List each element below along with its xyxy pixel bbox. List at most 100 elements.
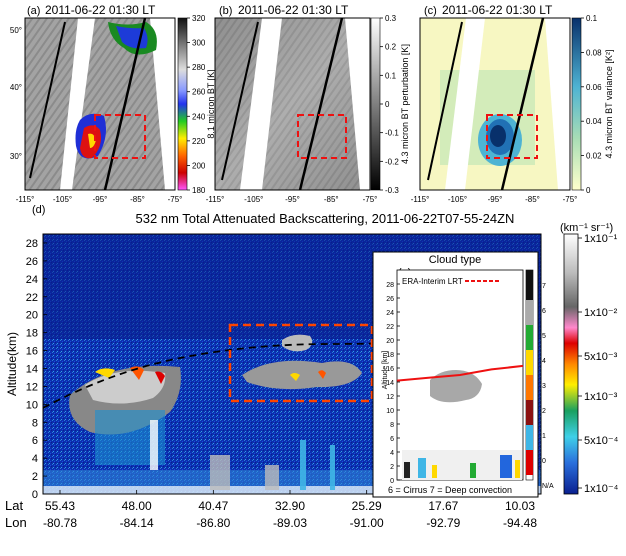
cbar-tick-label: 260 xyxy=(192,88,206,97)
no-data-edge xyxy=(345,18,370,190)
lon-tick-label: -92.79 xyxy=(426,516,460,530)
cbar-tick-label: 220 xyxy=(192,137,206,146)
panel-a-colorbar xyxy=(177,17,188,191)
lon-tick-label: -75° xyxy=(363,195,378,204)
cbar-tick-label: -0.2 xyxy=(385,157,399,166)
orbit-track xyxy=(427,21,463,181)
cbar-tick-label: 0.08 xyxy=(586,48,602,57)
panel-c-colorbar xyxy=(571,17,582,191)
inset-y-tick-label: 12 xyxy=(386,394,394,401)
panel-b-label: (b) xyxy=(219,5,232,17)
lon-tick-label: -95° xyxy=(93,195,108,204)
inset-y-tick-label: 0 xyxy=(390,478,394,485)
lon-tick-label: -115° xyxy=(16,195,35,204)
cbar-tick-label: 200 xyxy=(192,161,206,170)
orbit-track xyxy=(221,21,259,181)
curtain-y-tick-label: 24 xyxy=(26,274,38,286)
inset-y-tick-label: 22 xyxy=(386,324,394,331)
panel-a: (a) 2011-06-22 01:30 LT 320 300 280 260 240 2… xyxy=(24,3,216,195)
curtain-y-tick-label: 18 xyxy=(26,328,38,340)
panel-b-colorbar xyxy=(370,17,381,191)
region-box xyxy=(94,114,146,159)
panel-b: (b) 2011-06-22 01:30 LT 0.3 0.2 0.1 0 -0.1 -0… xyxy=(214,3,410,195)
curtain-y-tick-label: 8 xyxy=(32,417,38,429)
lon-tick-label: -85° xyxy=(525,195,540,204)
inset-cbar-tick-label: 0 xyxy=(542,458,546,465)
inset-y-tick-label: 10 xyxy=(386,408,394,415)
lon-tick-label: -85° xyxy=(130,195,145,204)
panel-d-label: (d) xyxy=(32,204,45,216)
era-interim-lrt-line xyxy=(396,364,524,382)
no-data-edge xyxy=(150,18,175,190)
inset-title: Cloud type xyxy=(429,254,482,266)
no-data-edge xyxy=(545,18,570,190)
swath-gap xyxy=(445,18,485,190)
inset-y-tick-label: 4 xyxy=(390,450,394,457)
lat-tick-label: 32.90 xyxy=(275,499,305,513)
inset-y-tick-label: 2 xyxy=(390,464,394,471)
inset-cbar-tick-label: 2 xyxy=(542,408,546,415)
panel-b-cbar-ticks: 0.3 0.2 0.1 0 -0.1 -0.2 -0.3 xyxy=(380,14,399,195)
panel-c: (c) 2011-06-22 01:30 LT 0.10.080.060.040… xyxy=(419,3,614,195)
deep-convection-cloud xyxy=(69,365,181,470)
lat-tick-label: 40° xyxy=(10,83,22,92)
inset-cbar-tick-label: 1 xyxy=(542,433,546,440)
curtain-y-tick-label: 16 xyxy=(26,346,38,358)
panel-a-cbar-ticks: 320 300 280 260 240 220 200 180 xyxy=(187,14,206,195)
lat-tick-label: 17.67 xyxy=(428,499,458,513)
curtain-x-axis: 55.43 -80.78 48.00 -84.14 40.47 -86.80 32.90 -8… xyxy=(43,490,537,530)
swath-gap xyxy=(240,18,282,190)
inset-y-tick-label: 8 xyxy=(390,422,394,429)
panel-c-cbar-ticks: 0.1 0.08 0.06 0.04 0.02 0 xyxy=(581,14,602,195)
cbar-tick-label: 180 xyxy=(192,186,206,195)
right-cbar-tick-label: 1x10⁻² xyxy=(584,307,618,319)
region-box xyxy=(228,323,374,403)
cbar-tick-label: -0.1 xyxy=(385,129,399,138)
cirrus-patch xyxy=(430,370,482,403)
inset-y-tick-label: 20 xyxy=(386,338,394,345)
right-colorbar-ticks: 1x10⁻¹ 1x10⁻² 5x10⁻³ 1x10⁻³ 5x10⁻⁴ 1x10⁻⁴ xyxy=(578,233,619,495)
calipso-track xyxy=(500,17,545,191)
lat-tick-label: 48.00 xyxy=(122,499,152,513)
inset-y-tick-label: 26 xyxy=(386,296,394,303)
panel-c-time: 2011-06-22 01:30 LT xyxy=(442,3,553,17)
right-cbar-tick-label: 1x10⁻⁴ xyxy=(584,483,619,495)
cirrus-anvil xyxy=(242,334,362,390)
curtain-y-tick-label: 6 xyxy=(32,435,38,447)
curtain-y-tick-label: 28 xyxy=(26,238,38,250)
inset-ylabel: Altitude [km] xyxy=(382,351,389,390)
lon-tick-label: -91.00 xyxy=(350,516,384,530)
cbar-tick-label: 280 xyxy=(192,63,206,72)
curtain-y-tick-label: 20 xyxy=(26,310,38,322)
lat-tick-label: 40.47 xyxy=(198,499,228,513)
lon-tick-label: -105° xyxy=(244,195,263,204)
map-axes: 50° 40° 30° -115° -105° -95° -85° -75° -115° -105… xyxy=(10,26,577,204)
curtain-y-tick-label: 12 xyxy=(26,381,38,393)
inset-cbar-tick-label: N/A xyxy=(542,483,554,490)
inset-cbar-tick-label: 7 xyxy=(542,283,546,290)
lon-tick-label: -80.78 xyxy=(43,516,77,530)
cbar-tick-label: 0.06 xyxy=(586,83,602,92)
cbar-tick-label: 240 xyxy=(192,112,206,121)
inset-footnote: 6 = Cirrus 7 = Deep convection xyxy=(388,485,512,495)
cbar-tick-label: 0.2 xyxy=(385,43,397,52)
curtain-y-tick-label: 10 xyxy=(26,399,38,411)
right-cbar-tick-label: 1x10⁻¹ xyxy=(584,233,618,245)
lon-tick-label: -95° xyxy=(285,195,300,204)
inset-y-tick-label: 18 xyxy=(386,352,394,359)
right-cbar-tick-label: 1x10⁻³ xyxy=(584,391,618,403)
right-cbar-tick-label: 5x10⁻³ xyxy=(584,351,618,363)
inset-y-tick-label: 16 xyxy=(386,366,394,373)
cbar-tick-label: 0.1 xyxy=(385,71,397,80)
panel-c-cbar-label: 4.3 micron BT variance [K²] xyxy=(604,50,614,159)
lon-tick-label: -105° xyxy=(53,195,72,204)
cbar-tick-label: 300 xyxy=(192,39,206,48)
panel-e-inset: Cloud type (e) ERA-Interim LRT 024681012… xyxy=(372,251,554,498)
cbar-tick-label: 0 xyxy=(385,100,390,109)
cbar-tick-label: 0.04 xyxy=(586,117,602,126)
curtain-unit-label: (km⁻¹ sr⁻¹) xyxy=(560,222,613,234)
cbar-tick-label: -0.3 xyxy=(385,186,399,195)
